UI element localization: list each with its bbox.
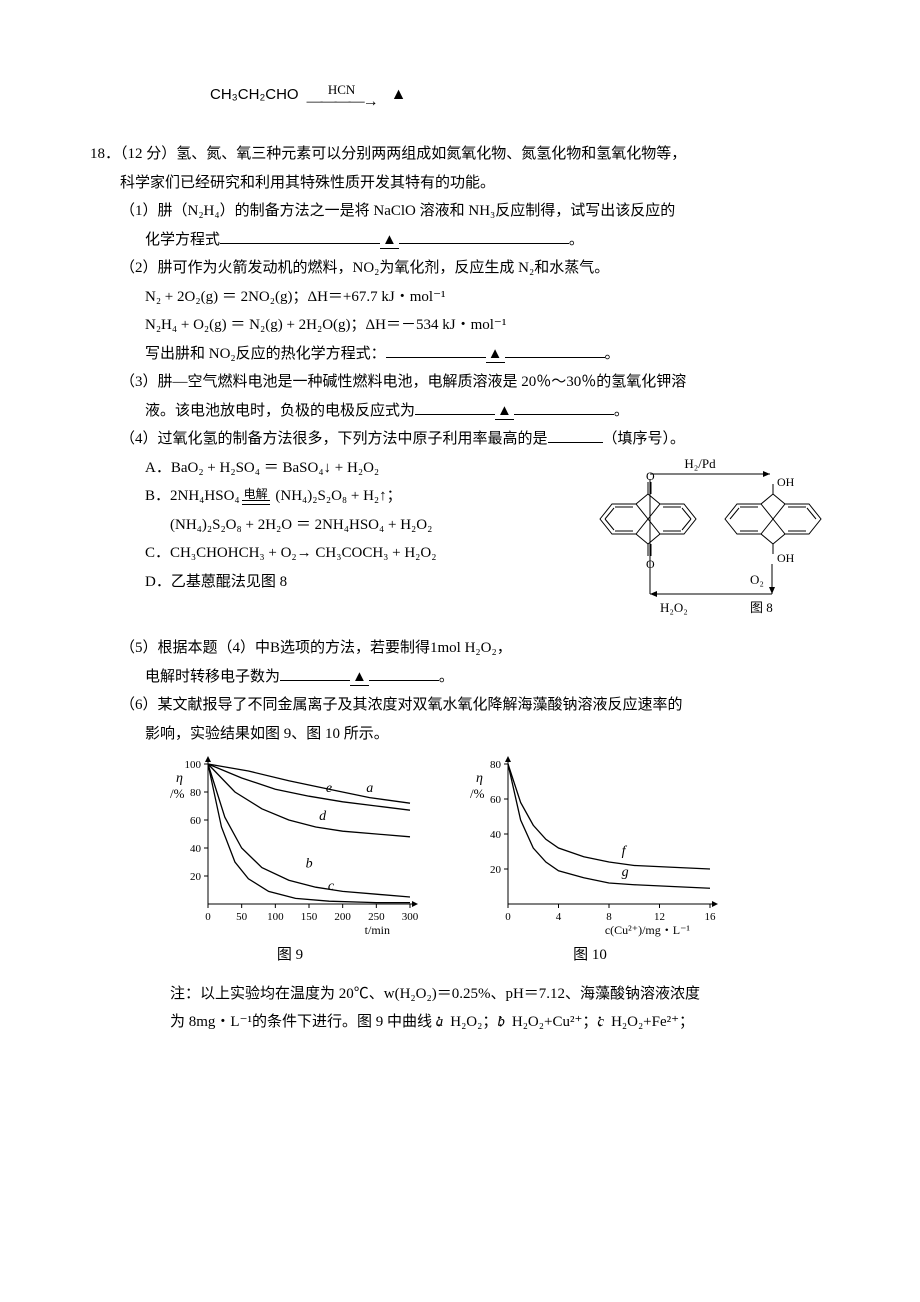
q18-3a: （3）肼—空气燃料电池是一种碱性燃料电池，电解质溶液是 20％～30％的氢氧化钾… bbox=[90, 368, 830, 397]
svg-text:H₂O₂: H₂O₂ bbox=[660, 600, 688, 615]
q18-6b: 影响，实验结果如图 9、图 10 所示。 bbox=[90, 720, 830, 749]
top-reaction: CH₃CH₂CHO HCN ————→ ▲ bbox=[90, 80, 830, 110]
svg-text:12: 12 bbox=[654, 911, 665, 923]
svg-text:80: 80 bbox=[190, 787, 202, 799]
svg-text:d: d bbox=[319, 809, 327, 824]
chart-10: 048121620406080η/%c(Cu²⁺)/mg・L⁻¹fg 图 10 bbox=[460, 754, 720, 970]
q18-2b: 写出肼和 NO₂反应的热化学方程式：▲。 bbox=[90, 340, 830, 369]
svg-text:200: 200 bbox=[334, 911, 351, 923]
svg-text:OH: OH bbox=[777, 475, 795, 489]
svg-text:150: 150 bbox=[301, 911, 318, 923]
q18-header-b: 科学家们已经研究和利用其特殊性质开发其特有的功能。 bbox=[90, 169, 830, 198]
svg-text:20: 20 bbox=[190, 871, 202, 883]
reaction-lhs: CH₃CH₂CHO bbox=[210, 81, 299, 110]
svg-text:c(Cu²⁺)/mg・L⁻¹: c(Cu²⁺)/mg・L⁻¹ bbox=[605, 923, 691, 937]
note-2: 为 8mg・L⁻¹的条件下进行。图 9 中曲线 a：H₂O₂；b：H₂O₂+Cu… bbox=[90, 1008, 830, 1037]
svg-text:/%: /% bbox=[470, 786, 485, 801]
svg-text:100: 100 bbox=[267, 911, 284, 923]
svg-text:图 8: 图 8 bbox=[750, 600, 773, 615]
reaction-product: ▲ bbox=[391, 80, 407, 110]
svg-text:f: f bbox=[622, 844, 628, 859]
reaction-arrow: HCN ————→ bbox=[307, 81, 377, 110]
svg-text:40: 40 bbox=[490, 829, 502, 841]
svg-text:H₂/Pd: H₂/Pd bbox=[684, 456, 716, 471]
q18-header-a: 18．（12 分）氢、氮、氧三种元素可以分别两两组成如氮氧化物、氮氢化物和氢氧化… bbox=[90, 140, 830, 169]
svg-text:4: 4 bbox=[556, 911, 562, 923]
q18-1b: 化学方程式▲。 bbox=[90, 226, 830, 255]
svg-text:c: c bbox=[328, 879, 335, 894]
note-1: 注：以上实验均在温度为 20℃、w(H₂O₂)＝0.25%、pH＝7.12、海藻… bbox=[90, 980, 830, 1009]
q18-2-eq2: N₂H₄ + O₂(g) ＝ N₂(g) + 2H₂O(g)；ΔH＝－534 k… bbox=[90, 311, 830, 340]
svg-text:e: e bbox=[326, 781, 332, 796]
opt-B2: (NH₄)₂S₂O₈ + 2H₂O ＝ 2NH₄HSO₄ + H₂O₂ bbox=[90, 511, 580, 540]
svg-text:300: 300 bbox=[402, 911, 419, 923]
q18: 18．（12 分）氢、氮、氧三种元素可以分别两两组成如氮氧化物、氮氢化物和氢氧化… bbox=[90, 140, 830, 1037]
svg-text:0: 0 bbox=[505, 911, 511, 923]
opt-A: A．BaO₂ + H₂SO₄ ＝ BaSO₄↓ + H₂O₂ bbox=[90, 454, 580, 483]
svg-text:60: 60 bbox=[190, 815, 202, 827]
scheme-figure: H₂/Pd O bbox=[580, 454, 830, 635]
svg-text:g: g bbox=[622, 865, 629, 880]
svg-text:100: 100 bbox=[185, 759, 202, 771]
svg-text:OH: OH bbox=[777, 551, 795, 565]
svg-text:η: η bbox=[176, 771, 183, 786]
svg-text:80: 80 bbox=[490, 759, 502, 771]
q18-1a: （1）肼（N₂H₄）的制备方法之一是将 NaClO 溶液和 NH₃反应制得，试写… bbox=[90, 197, 830, 226]
opt-C: C．CH₃CHOHCH₃ + O₂→ CH₃COCH₃ + H₂O₂ bbox=[90, 539, 580, 568]
svg-text:0: 0 bbox=[205, 911, 211, 923]
svg-text:t/min: t/min bbox=[365, 923, 390, 937]
svg-text:60: 60 bbox=[490, 794, 502, 806]
svg-text:40: 40 bbox=[190, 843, 202, 855]
svg-text:16: 16 bbox=[705, 911, 717, 923]
q18-4a: （4）过氧化氢的制备方法很多，下列方法中原子利用率最高的是（填序号）。 bbox=[90, 425, 830, 454]
svg-text:O₂: O₂ bbox=[750, 572, 764, 587]
chart-9: 05010015020025030020406080100η/%t/minaed… bbox=[160, 754, 420, 970]
q18-6a: （6）某文献报导了不同金属离子及其浓度对双氧水氧化降解海藻酸钠溶液反应速率的 bbox=[90, 691, 830, 720]
q18-2-eq1: N₂ + 2O₂(g) ＝ 2NO₂(g)；ΔH＝+67.7 kJ・mol⁻¹ bbox=[90, 283, 830, 312]
q18-5a: （5）根据本题（4）中B选项的方法，若要制得1mol H₂O₂， bbox=[90, 634, 830, 663]
opt-D: D．乙基蒽醌法见图 8 bbox=[90, 568, 580, 597]
q18-3b: 液。该电池放电时，负极的电极反应式为▲。 bbox=[90, 397, 830, 426]
svg-text:/%: /% bbox=[170, 786, 185, 801]
svg-text:a: a bbox=[366, 781, 373, 796]
svg-text:b: b bbox=[306, 857, 313, 872]
svg-text:η: η bbox=[476, 771, 483, 786]
svg-text:250: 250 bbox=[368, 911, 385, 923]
q18-5b: 电解时转移电子数为▲。 bbox=[90, 663, 830, 692]
svg-text:50: 50 bbox=[236, 911, 248, 923]
q18-2a: （2）肼可作为火箭发动机的燃料，NO₂为氧化剂，反应生成 N₂和水蒸气。 bbox=[90, 254, 830, 283]
opt-B: B．2NH₄HSO₄电解 (NH₄)₂S₂O₈ + H₂↑； bbox=[90, 482, 580, 511]
svg-text:8: 8 bbox=[606, 911, 612, 923]
svg-text:20: 20 bbox=[490, 864, 502, 876]
